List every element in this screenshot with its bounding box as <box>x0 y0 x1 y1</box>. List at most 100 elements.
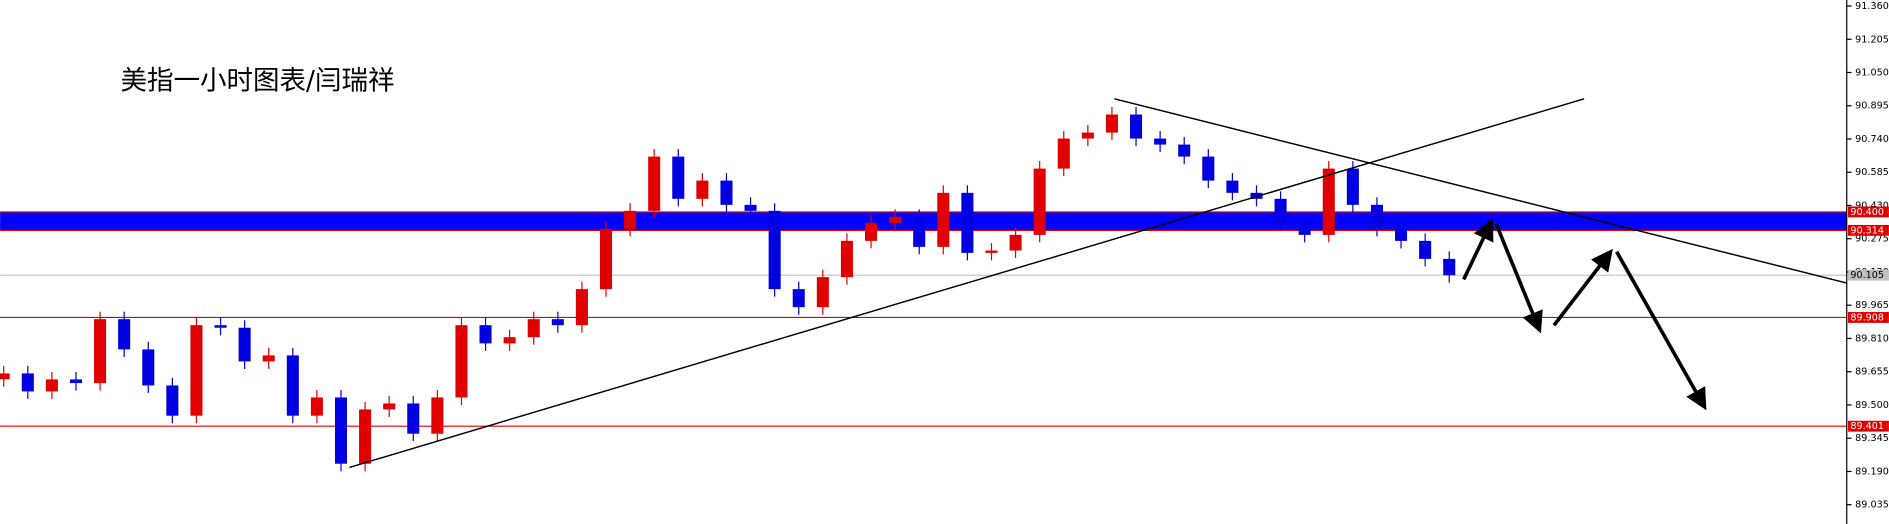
candle-body <box>792 289 805 308</box>
candle-body <box>118 319 131 350</box>
candle-body <box>672 156 685 199</box>
candle-body <box>286 355 299 416</box>
candle-body <box>214 325 227 328</box>
candle-body <box>648 156 661 211</box>
arrow <box>1552 248 1613 327</box>
candle-body <box>503 337 516 344</box>
y-tick-label: 89.190 <box>1855 466 1889 477</box>
candle-body <box>238 327 251 362</box>
candle-body <box>310 397 323 416</box>
candle-body <box>575 289 588 326</box>
candle-body <box>69 379 83 384</box>
candle-body <box>1081 132 1094 139</box>
level-label: 89.908 <box>1850 312 1884 323</box>
candles <box>0 107 1456 472</box>
candle-body <box>407 403 420 434</box>
candle-body <box>599 228 613 290</box>
candle-body <box>696 180 709 199</box>
level-label-box <box>1847 420 1889 432</box>
candle-body <box>744 204 757 211</box>
candle-body <box>45 379 58 392</box>
candle-body <box>937 192 950 247</box>
candle-body <box>913 216 926 247</box>
y-tick-label: 91.050 <box>1855 67 1889 78</box>
y-tick-label: 89.810 <box>1855 333 1889 344</box>
level-label-box <box>1847 206 1889 218</box>
candle-body <box>479 325 492 344</box>
candle-body <box>840 240 853 278</box>
candle-body <box>21 373 34 392</box>
level-label: 90.400 <box>1850 207 1884 218</box>
trend-line <box>1114 98 1847 284</box>
y-tick-label: 90.430 <box>1855 200 1889 211</box>
candle-body <box>1322 168 1335 235</box>
level-label-box <box>1847 312 1889 323</box>
y-tick-label: 89.345 <box>1855 433 1889 444</box>
candle-body <box>1154 138 1167 145</box>
level-label: 90.105 <box>1850 270 1884 281</box>
annotations <box>349 98 1847 469</box>
candle-body <box>1370 204 1383 229</box>
candle-body <box>94 319 107 384</box>
candle-body <box>431 397 444 434</box>
chart-title: 美指一小时图表/闫瑞祥 <box>121 65 395 96</box>
arrow <box>1462 218 1494 281</box>
level-label: 89.401 <box>1850 421 1884 432</box>
y-tick-label: 90.585 <box>1855 167 1889 178</box>
candle-body <box>142 349 155 386</box>
y-axis-labels: 91.360 91.205 91.050 90.895 90.740 90.585 90.4… <box>1846 1 1889 511</box>
y-tick-label: 90.275 <box>1855 234 1889 245</box>
candle-body <box>1226 180 1239 193</box>
candle-body <box>190 325 203 416</box>
candle-body <box>262 355 275 362</box>
y-tick-label: 89.655 <box>1855 367 1889 378</box>
level-label-box <box>1847 269 1889 281</box>
candle-body <box>624 210 637 229</box>
candle-body <box>985 250 998 253</box>
candle-body <box>1130 114 1143 139</box>
y-tick-label: 89.965 <box>1855 300 1889 311</box>
y-tick-label: 89.500 <box>1855 400 1889 411</box>
candle-body <box>1419 240 1432 259</box>
candle-body <box>768 210 781 290</box>
candle-body <box>455 325 468 398</box>
trend-line <box>349 98 1585 469</box>
level-label-box <box>1847 224 1889 236</box>
y-tick-label: 91.205 <box>1855 34 1889 45</box>
candle-body <box>1009 234 1022 251</box>
candle-body <box>1105 114 1118 133</box>
candle-body <box>889 216 902 223</box>
candle-body <box>551 319 564 326</box>
candle-body <box>1395 228 1408 241</box>
candle-body <box>334 397 348 464</box>
candle-body <box>1057 138 1070 169</box>
candle-body <box>961 192 974 253</box>
candle-body <box>1250 192 1263 199</box>
y-tick-label: 89.035 <box>1855 500 1889 511</box>
level-label: 90.314 <box>1850 225 1884 236</box>
candle-body <box>1346 168 1359 205</box>
level-labels: 90.400 90.314 90.105 89.908 89.401 <box>1847 206 1889 432</box>
candle-body <box>383 403 396 410</box>
candle-body <box>816 277 829 308</box>
candle-body <box>1202 156 1215 181</box>
candle-body <box>359 409 372 464</box>
arrow <box>1494 223 1543 334</box>
candle-body <box>720 180 733 205</box>
candle-body <box>1033 168 1046 235</box>
candle-body <box>1274 198 1287 223</box>
candle-body <box>166 385 179 416</box>
candle-body <box>0 373 10 380</box>
y-tick-label: 90.740 <box>1855 134 1889 145</box>
candle-body <box>864 222 878 241</box>
candle-body <box>1298 222 1311 235</box>
y-tick-label: 90.895 <box>1855 101 1889 112</box>
candle-body <box>527 319 540 338</box>
candle-body <box>1443 258 1456 276</box>
arrow <box>1615 250 1707 411</box>
y-tick-label: 91.360 <box>1855 1 1889 12</box>
candle-body <box>1178 144 1191 157</box>
